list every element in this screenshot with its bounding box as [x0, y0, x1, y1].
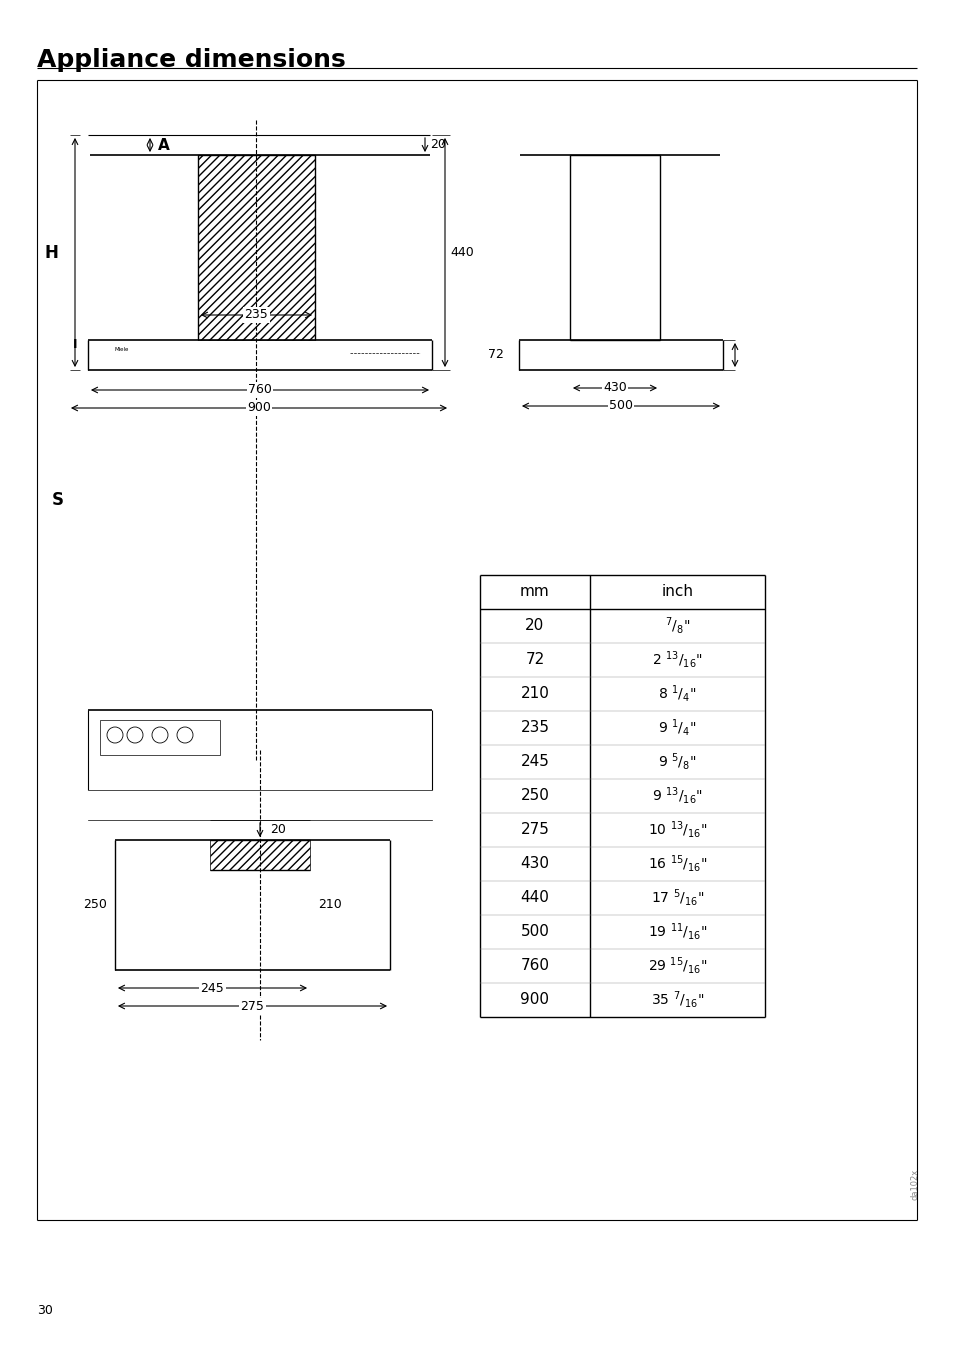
Text: 250: 250	[83, 899, 107, 911]
Text: 10 $^{13}$/$_{16}$": 10 $^{13}$/$_{16}$"	[647, 819, 706, 841]
Text: 760: 760	[248, 384, 272, 396]
Text: Miele: Miele	[115, 347, 130, 353]
Text: 275: 275	[520, 822, 549, 837]
Text: 500: 500	[520, 925, 549, 940]
Text: Appliance dimensions: Appliance dimensions	[37, 49, 345, 72]
Text: 20: 20	[430, 138, 445, 151]
Text: 235: 235	[520, 721, 549, 735]
Text: 275: 275	[240, 999, 264, 1013]
Text: mm: mm	[519, 584, 549, 599]
Text: 900: 900	[247, 402, 271, 415]
Text: 9 $^{1}$/$_{4}$": 9 $^{1}$/$_{4}$"	[658, 718, 696, 738]
Text: 72: 72	[488, 349, 503, 361]
Text: 9 $^{13}$/$_{16}$": 9 $^{13}$/$_{16}$"	[652, 786, 702, 807]
Text: 430: 430	[520, 857, 549, 872]
Text: 245: 245	[200, 982, 224, 995]
Text: 19 $^{11}$/$_{16}$": 19 $^{11}$/$_{16}$"	[647, 922, 706, 942]
Text: A: A	[158, 138, 170, 153]
Text: 500: 500	[608, 399, 633, 412]
Text: 29 $^{15}$/$_{16}$": 29 $^{15}$/$_{16}$"	[647, 956, 706, 976]
Text: 8 $^{1}$/$_{4}$": 8 $^{1}$/$_{4}$"	[658, 684, 696, 704]
Bar	[100, 721, 220, 754]
Text: 20: 20	[270, 823, 286, 837]
Text: 16 $^{15}$/$_{16}$": 16 $^{15}$/$_{16}$"	[647, 853, 706, 875]
Text: 210: 210	[520, 687, 549, 702]
Text: S: S	[52, 491, 64, 508]
Text: 17 $^{5}$/$_{16}$": 17 $^{5}$/$_{16}$"	[650, 887, 703, 909]
Text: 35 $^{7}$/$_{16}$": 35 $^{7}$/$_{16}$"	[650, 990, 703, 1010]
Text: 440: 440	[520, 891, 549, 906]
Text: 30: 30	[37, 1303, 52, 1317]
Text: H: H	[44, 243, 58, 261]
Text: 2 $^{13}$/$_{16}$": 2 $^{13}$/$_{16}$"	[652, 649, 702, 671]
Bar	[198, 155, 314, 339]
Text: 20: 20	[525, 618, 544, 634]
Text: 430: 430	[602, 381, 626, 395]
Text: 900: 900	[520, 992, 549, 1007]
Bar	[210, 840, 310, 869]
Text: 235: 235	[244, 308, 268, 322]
Text: 760: 760	[520, 959, 549, 973]
Text: 245: 245	[520, 754, 549, 769]
Text: inch: inch	[660, 584, 693, 599]
Text: 72: 72	[525, 653, 544, 668]
Text: da102x: da102x	[910, 1168, 919, 1201]
Text: I: I	[72, 338, 77, 352]
Text: 440: 440	[450, 246, 474, 260]
Text: 9 $^{5}$/$_{8}$": 9 $^{5}$/$_{8}$"	[658, 752, 696, 772]
Text: 210: 210	[317, 899, 341, 911]
Text: $^{7}$/$_{8}$": $^{7}$/$_{8}$"	[664, 615, 689, 637]
Text: 250: 250	[520, 788, 549, 803]
